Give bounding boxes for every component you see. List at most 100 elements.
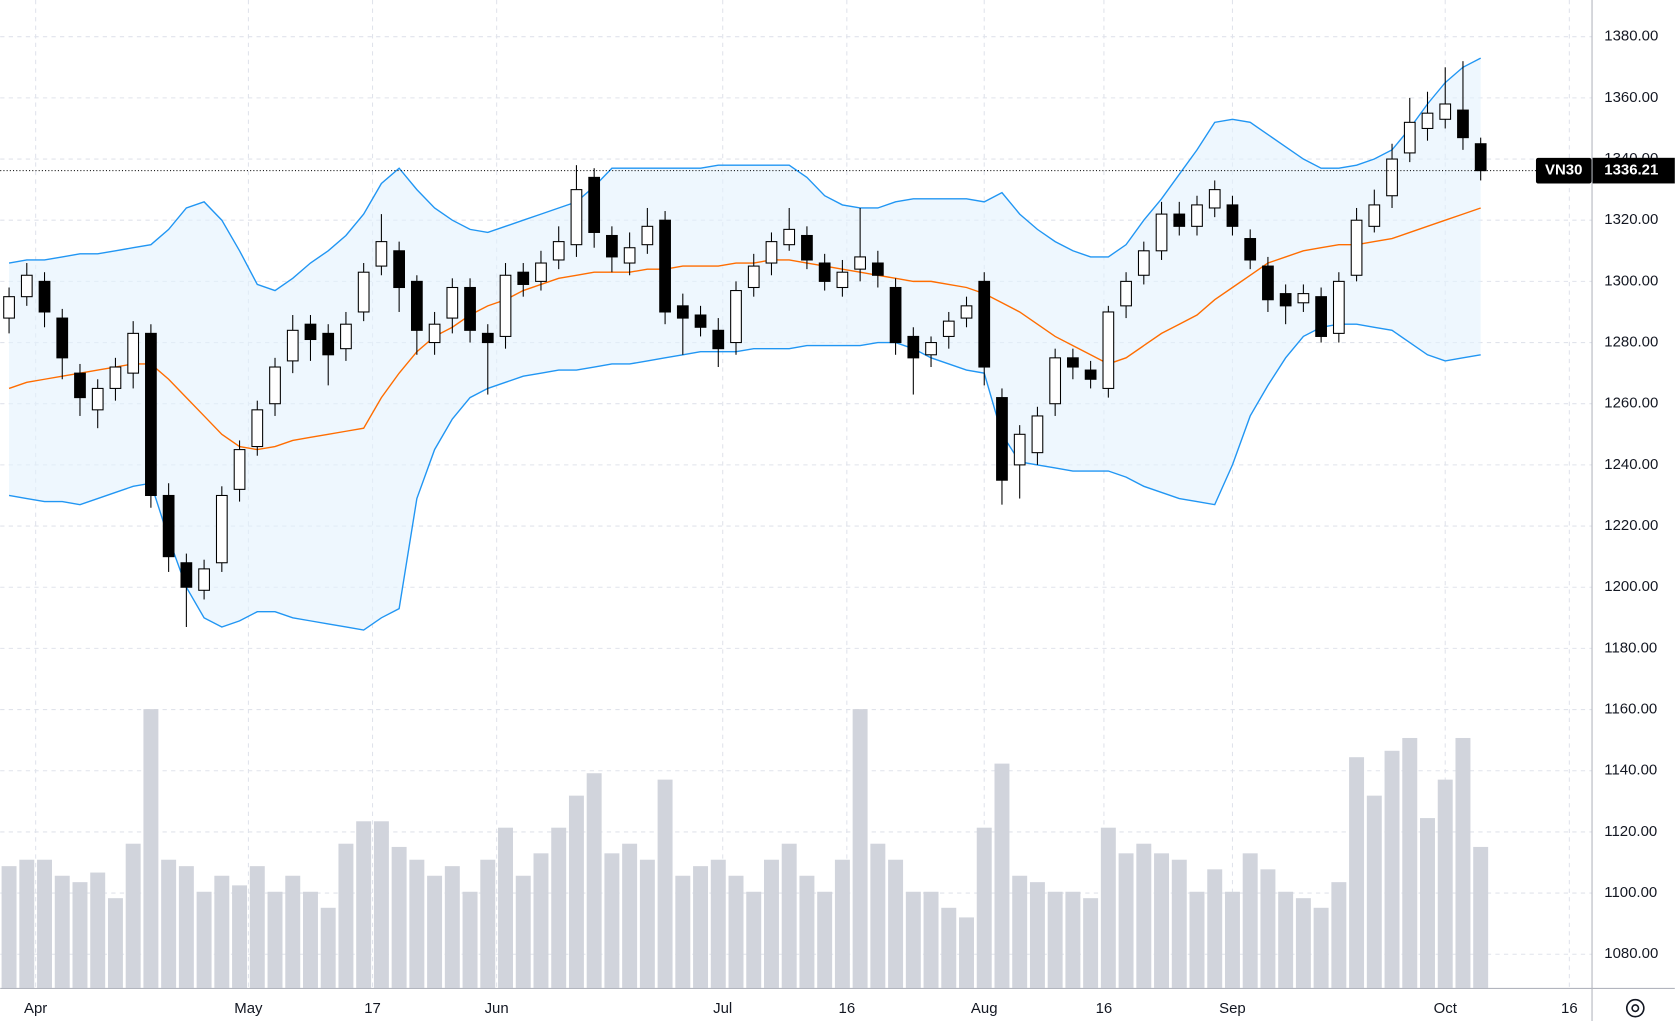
volume-bar [178, 866, 194, 988]
volume-layer [1, 709, 1489, 988]
candle-body [1474, 143, 1487, 172]
volume-bar [994, 763, 1010, 988]
band-line [8, 323, 1481, 631]
volume-bar [976, 827, 992, 988]
x-tick-label: Oct [1434, 1000, 1458, 1017]
candle-body [659, 219, 671, 313]
volume-bar [1065, 891, 1081, 988]
volume-bar [196, 891, 212, 988]
volume-bar [1242, 853, 1258, 988]
candle-body [960, 305, 973, 319]
candle-body [942, 320, 955, 337]
candle-body [694, 314, 707, 328]
volume-bar [373, 821, 389, 988]
y-tick-label: 1140.00 [1604, 762, 1657, 779]
volume-bar [1171, 859, 1187, 988]
volume-bar [320, 907, 336, 988]
candle-body [907, 335, 920, 359]
candle-body [233, 449, 246, 490]
candle-body [1439, 103, 1452, 120]
volume-bar [1118, 853, 1134, 988]
volume-bar [498, 827, 513, 988]
volume-bar [1, 866, 17, 988]
settings-ring[interactable] [1625, 998, 1645, 1018]
candle-body [215, 494, 228, 564]
candle-body [1226, 204, 1239, 227]
volume-bar [1455, 737, 1471, 988]
y-tick-label: 1160.00 [1604, 701, 1657, 718]
volume-bar [1402, 737, 1418, 988]
y-tick-label: 1280.00 [1604, 334, 1658, 351]
candle-body [499, 274, 512, 337]
candle-body [127, 332, 140, 374]
volume-bar [1154, 853, 1170, 988]
symbol-label: VN30 [1545, 162, 1582, 179]
candle-body [1297, 293, 1310, 304]
volume-bar [533, 853, 549, 988]
candle-body [1350, 219, 1363, 276]
volume-bar [391, 846, 407, 988]
volume-bar [568, 795, 584, 988]
candle-body [1403, 121, 1416, 154]
settings-icon[interactable] [1625, 998, 1645, 1018]
candle-body [623, 247, 636, 264]
volume-bar [214, 875, 230, 988]
candle-body [1049, 357, 1062, 405]
candle-body [1421, 112, 1434, 129]
candle-body [393, 250, 406, 289]
volume-bar [232, 885, 248, 988]
settings-center[interactable] [1631, 1004, 1640, 1013]
x-tick-label: Jul [713, 1000, 732, 1017]
volume-bar [19, 859, 35, 988]
volume-bar [746, 891, 762, 988]
candle-body [56, 317, 69, 359]
candle-body [1315, 296, 1327, 337]
volume-bar [1224, 891, 1240, 988]
volume-bar [462, 891, 478, 988]
candles-layer [3, 61, 1487, 627]
volume-bar [693, 866, 709, 988]
candle-body [481, 332, 494, 344]
candle-body [730, 290, 742, 344]
volume-bar [107, 898, 123, 988]
volume-bar [710, 859, 726, 988]
volume-bar [622, 843, 638, 988]
volume-bar [161, 859, 177, 988]
candle-body [836, 271, 849, 289]
band-line [8, 57, 1482, 292]
volume-bar [1260, 869, 1276, 988]
volume-bar [1029, 882, 1045, 988]
volume-bar [1189, 891, 1205, 988]
candle-body [269, 366, 281, 405]
candle-body [1368, 204, 1381, 227]
candle-body [517, 271, 530, 285]
volume-bar [338, 843, 354, 988]
price-label: 1336.21 [1604, 162, 1658, 179]
volume-bar [1278, 891, 1294, 988]
candle-body [1031, 415, 1044, 454]
candle-body [783, 228, 796, 246]
candle-body [322, 332, 335, 356]
candle-body [588, 176, 601, 233]
candle-body [109, 366, 122, 389]
x-tick-label: Jun [485, 1000, 509, 1017]
candle-body [570, 189, 583, 246]
volume-bar [834, 859, 850, 988]
bands-layer [8, 57, 1482, 631]
volume-bar [356, 821, 372, 988]
band-line [8, 207, 1481, 451]
volume-bar [1384, 750, 1400, 988]
candle-body [1457, 109, 1469, 139]
candle-body [145, 332, 157, 497]
y-tick-label: 1120.00 [1604, 823, 1657, 840]
candle-body [747, 265, 760, 289]
y-tick-label: 1320.00 [1604, 211, 1658, 228]
x-tick-label: 16 [839, 1000, 856, 1017]
volume-bar [941, 907, 957, 988]
candle-body [410, 280, 423, 331]
volume-bar [303, 891, 318, 988]
volume-bar [817, 891, 833, 988]
y-tick-label: 1260.00 [1604, 395, 1658, 412]
candle-body [162, 494, 175, 558]
